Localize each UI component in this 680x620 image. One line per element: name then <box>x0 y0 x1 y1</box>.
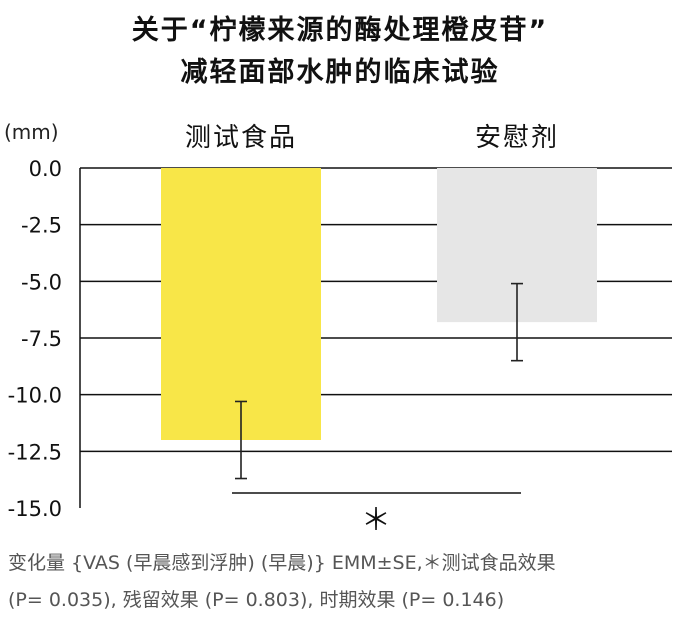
y-tick-label: -15.0 <box>8 497 62 521</box>
category-label: 测试食品 <box>185 123 297 153</box>
footnote-line-1: 变化量 {VAS (早晨感到浮肿) (早晨)} EMM±SE,＊测试食品效果 <box>8 552 556 574</box>
y-tick-label: -10.0 <box>8 384 62 408</box>
bar <box>161 168 321 440</box>
bar-chart: 0.0 -2.5 -5.0 -7.5 -10.0 -12.5 -15.0 测试食品 安慰剂 ＊ <box>8 123 672 538</box>
footnote-line-2: (P= 0.035), 残留效果 (P= 0.803), 时期效果 (P= 0.… <box>8 589 505 611</box>
y-tick-label: 0.0 <box>29 157 62 181</box>
y-tick-label: -12.5 <box>8 440 62 464</box>
y-tick-label: -2.5 <box>21 214 62 238</box>
y-tick-label: -5.0 <box>21 270 62 294</box>
category-label: 安慰剂 <box>475 123 559 153</box>
significance-marker: ＊ <box>361 503 391 538</box>
y-tick-label: -7.5 <box>21 327 62 351</box>
chart-title-line-1: 关于“柠檬来源的酶处理橙皮苷” <box>131 15 549 46</box>
chart-title-line-2: 减轻面部水肿的临床试验 <box>180 57 500 88</box>
y-axis-unit-label: (mm) <box>4 120 59 144</box>
